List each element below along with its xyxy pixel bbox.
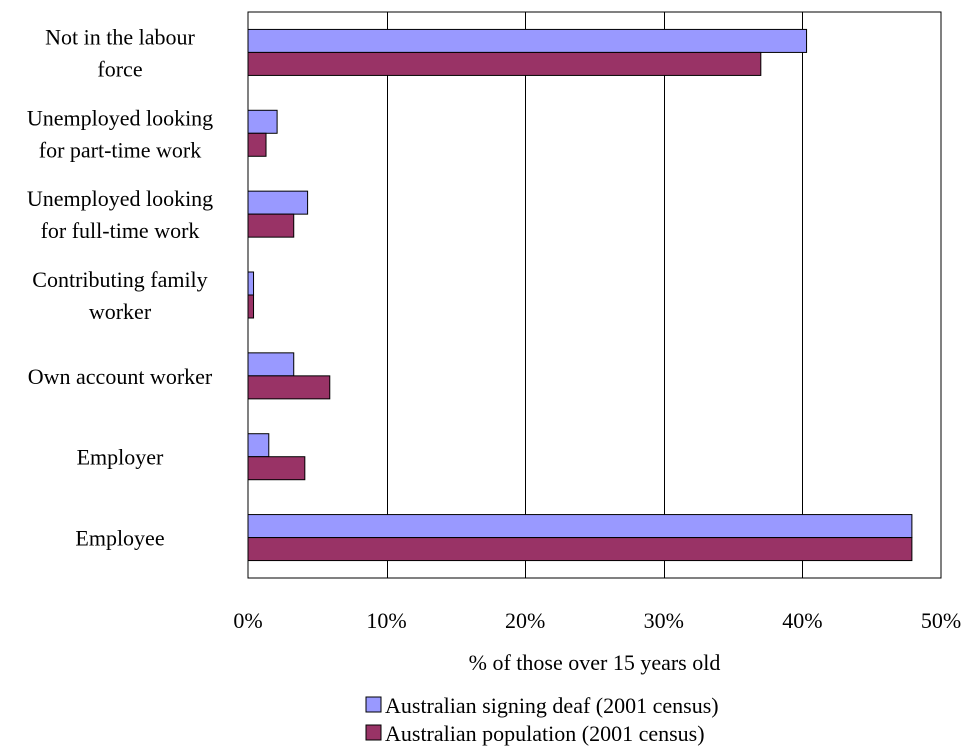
category-label: Contributing family xyxy=(32,267,207,292)
x-tick-labels: 0% 10% 20% 30% 40% 50% xyxy=(233,608,961,633)
legend: Australian signing deaf (2001 census) Aus… xyxy=(365,693,719,746)
bar-population xyxy=(247,456,306,481)
category-label: Unemployed looking xyxy=(27,105,213,130)
bar-signing-deaf xyxy=(247,271,255,296)
bar-population xyxy=(247,375,331,400)
x-tick-label: 20% xyxy=(505,608,545,633)
bar-signing-deaf xyxy=(247,28,808,53)
bar-population xyxy=(247,213,295,238)
bar-population xyxy=(247,294,255,319)
legend-label: Australian population (2001 census) xyxy=(385,721,705,746)
category-labels: Not in the labour force Unemployed looking… xyxy=(27,24,213,550)
category-label: for part-time work xyxy=(39,137,202,162)
category-label: Employee xyxy=(75,526,164,551)
category-label: for full-time work xyxy=(41,218,200,243)
bar-signing-deaf xyxy=(247,514,913,539)
bar-population xyxy=(247,132,267,157)
legend-swatch xyxy=(365,724,382,741)
x-tick-label: 10% xyxy=(366,608,406,633)
bar-signing-deaf xyxy=(247,433,270,458)
bar-signing-deaf xyxy=(247,352,295,377)
gridlines xyxy=(387,12,803,578)
category-label: force xyxy=(97,56,142,81)
x-tick-label: 30% xyxy=(644,608,684,633)
bars-group xyxy=(247,28,913,562)
legend-swatch xyxy=(365,696,382,713)
category-label: worker xyxy=(89,299,152,324)
category-label: Employer xyxy=(77,445,164,470)
category-label: Not in the labour xyxy=(45,24,195,49)
bar-signing-deaf xyxy=(247,190,309,215)
x-tick-label: 50% xyxy=(921,608,961,633)
x-tick-label: 0% xyxy=(233,608,262,633)
category-label: Unemployed looking xyxy=(27,186,213,211)
x-axis-title: % of those over 15 years old xyxy=(469,650,721,675)
plot-area-border xyxy=(247,11,942,579)
bar-signing-deaf xyxy=(247,109,278,134)
x-tick-label: 40% xyxy=(782,608,822,633)
legend-label: Australian signing deaf (2001 census) xyxy=(385,693,719,718)
bar-population xyxy=(247,51,762,76)
category-label: Own account worker xyxy=(28,364,213,389)
bar-population xyxy=(247,537,913,562)
